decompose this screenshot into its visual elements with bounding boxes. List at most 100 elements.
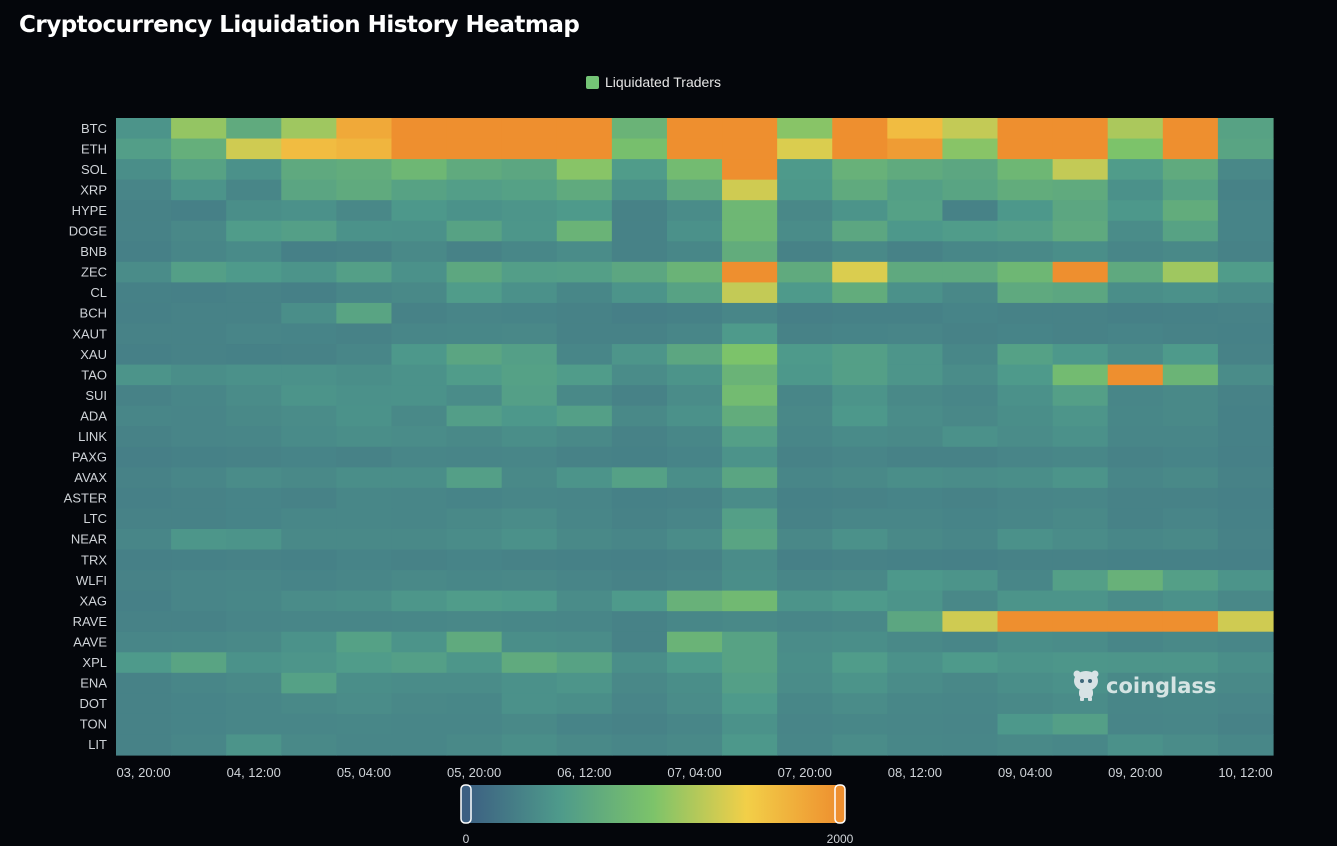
heatmap-cell-ena-8[interactable]	[556, 672, 613, 694]
heatmap-cell-link-18[interactable]	[1107, 426, 1164, 448]
heatmap-cell-ton-2[interactable]	[226, 713, 282, 736]
heatmap-cell-dot-17[interactable]	[1052, 693, 1109, 715]
heatmap-cell-wlfi-14[interactable]	[887, 570, 944, 592]
heatmap-cell-avax-10[interactable]	[666, 467, 723, 489]
heatmap-cell-wlfi-0[interactable]	[116, 570, 172, 592]
heatmap-cell-ton-8[interactable]	[556, 713, 613, 736]
heatmap-cell-xau-9[interactable]	[611, 344, 668, 366]
heatmap-cell-ltc-6[interactable]	[446, 508, 503, 530]
heatmap-cell-rave-5[interactable]	[391, 611, 448, 633]
heatmap-cell-cl-0[interactable]	[116, 282, 172, 304]
heatmap-cell-dot-13[interactable]	[832, 693, 888, 715]
heatmap-cell-hype-12[interactable]	[777, 200, 833, 222]
heatmap-cell-zec-16[interactable]	[997, 261, 1054, 283]
heatmap-cell-aave-15[interactable]	[942, 631, 999, 653]
heatmap-cell-bch-10[interactable]	[666, 302, 723, 325]
heatmap-cell-bch-6[interactable]	[446, 302, 503, 325]
heatmap-cell-sol-11[interactable]	[722, 159, 778, 181]
heatmap-cell-ltc-7[interactable]	[501, 508, 558, 530]
heatmap-cell-ton-0[interactable]	[116, 713, 172, 736]
heatmap-cell-zec-20[interactable]	[1217, 261, 1274, 283]
heatmap-cell-paxg-4[interactable]	[336, 446, 393, 468]
heatmap-cell-link-9[interactable]	[611, 426, 668, 448]
heatmap-cell-wlfi-10[interactable]	[666, 570, 723, 592]
heatmap-cell-eth-5[interactable]	[391, 138, 448, 160]
heatmap-cell-ena-0[interactable]	[116, 672, 172, 694]
heatmap-cell-doge-16[interactable]	[997, 220, 1054, 242]
heatmap-cell-avax-16[interactable]	[997, 467, 1054, 489]
heatmap-cell-bch-7[interactable]	[501, 302, 558, 325]
heatmap-cell-xrp-1[interactable]	[171, 179, 227, 201]
heatmap-cell-zec-10[interactable]	[666, 261, 723, 283]
heatmap-cell-aave-10[interactable]	[666, 631, 723, 653]
heatmap-cell-ada-11[interactable]	[722, 405, 778, 427]
heatmap-cell-trx-20[interactable]	[1217, 549, 1274, 571]
heatmap-cell-xrp-7[interactable]	[501, 179, 558, 201]
heatmap-cell-cl-16[interactable]	[997, 282, 1054, 304]
heatmap-cell-zec-3[interactable]	[281, 261, 337, 283]
heatmap-cell-xpl-15[interactable]	[942, 652, 999, 674]
heatmap-cell-xrp-4[interactable]	[336, 179, 393, 201]
heatmap-cell-sol-19[interactable]	[1162, 159, 1219, 181]
heatmap-cell-zec-0[interactable]	[116, 261, 172, 283]
heatmap-cell-tao-6[interactable]	[446, 364, 503, 386]
heatmap-cell-paxg-11[interactable]	[722, 446, 778, 468]
heatmap-cell-doge-0[interactable]	[116, 220, 172, 242]
heatmap-cell-hype-13[interactable]	[832, 200, 888, 222]
heatmap-cell-ada-13[interactable]	[832, 405, 888, 427]
heatmap-cell-sui-0[interactable]	[116, 385, 172, 407]
heatmap-cell-trx-4[interactable]	[336, 549, 393, 571]
heatmap-cell-btc-12[interactable]	[777, 118, 833, 140]
heatmap-cell-hype-8[interactable]	[556, 200, 613, 222]
heatmap-cell-near-9[interactable]	[611, 528, 668, 551]
heatmap-cell-ton-19[interactable]	[1162, 713, 1219, 736]
heatmap-cell-bnb-9[interactable]	[611, 241, 668, 263]
heatmap-cell-sui-11[interactable]	[722, 385, 778, 407]
heatmap-cell-zec-14[interactable]	[887, 261, 944, 283]
heatmap-cell-cl-2[interactable]	[226, 282, 282, 304]
heatmap-cell-near-15[interactable]	[942, 528, 999, 551]
heatmap-cell-lit-3[interactable]	[281, 734, 337, 756]
heatmap-cell-xag-17[interactable]	[1052, 590, 1109, 612]
heatmap-cell-ton-6[interactable]	[446, 713, 503, 736]
heatmap-cell-doge-15[interactable]	[942, 220, 999, 242]
heatmap-cell-aster-10[interactable]	[666, 487, 723, 510]
heatmap-cell-lit-7[interactable]	[501, 734, 558, 756]
heatmap-cell-hype-16[interactable]	[997, 200, 1054, 222]
heatmap-cell-ltc-12[interactable]	[777, 508, 833, 530]
heatmap-cell-avax-18[interactable]	[1107, 467, 1164, 489]
heatmap-cell-xau-16[interactable]	[997, 344, 1054, 366]
heatmap-cell-trx-11[interactable]	[722, 549, 778, 571]
heatmap-cell-eth-19[interactable]	[1162, 138, 1219, 160]
heatmap-cell-link-14[interactable]	[887, 426, 944, 448]
heatmap-cell-xaut-1[interactable]	[171, 323, 227, 345]
heatmap-cell-cl-12[interactable]	[777, 282, 833, 304]
heatmap-cell-near-2[interactable]	[226, 528, 282, 551]
heatmap-cell-aave-6[interactable]	[446, 631, 503, 653]
heatmap-cell-doge-6[interactable]	[446, 220, 503, 242]
heatmap-cell-lit-4[interactable]	[336, 734, 393, 756]
heatmap-cell-xau-15[interactable]	[942, 344, 999, 366]
heatmap-cell-wlfi-18[interactable]	[1107, 570, 1164, 592]
heatmap-cell-cl-18[interactable]	[1107, 282, 1164, 304]
heatmap-cell-xrp-12[interactable]	[777, 179, 833, 201]
heatmap-cell-xpl-11[interactable]	[722, 652, 778, 674]
heatmap-cell-bch-9[interactable]	[611, 302, 668, 325]
heatmap-cell-link-1[interactable]	[171, 426, 227, 448]
heatmap-cell-doge-18[interactable]	[1107, 220, 1164, 242]
heatmap-cell-dot-15[interactable]	[942, 693, 999, 715]
heatmap-cell-sui-18[interactable]	[1107, 385, 1164, 407]
heatmap-cell-ltc-4[interactable]	[336, 508, 393, 530]
heatmap-cell-paxg-12[interactable]	[777, 446, 833, 468]
heatmap-cell-sol-3[interactable]	[281, 159, 337, 181]
heatmap-cell-near-13[interactable]	[832, 528, 888, 551]
heatmap-cell-sol-0[interactable]	[116, 159, 172, 181]
heatmap-cell-ltc-11[interactable]	[722, 508, 778, 530]
heatmap-cell-aave-4[interactable]	[336, 631, 393, 653]
heatmap-cell-dot-3[interactable]	[281, 693, 337, 715]
heatmap-cell-xaut-4[interactable]	[336, 323, 393, 345]
heatmap-cell-trx-15[interactable]	[942, 549, 999, 571]
heatmap-cell-xaut-10[interactable]	[666, 323, 723, 345]
heatmap-cell-btc-0[interactable]	[116, 118, 172, 140]
heatmap-cell-hype-3[interactable]	[281, 200, 337, 222]
